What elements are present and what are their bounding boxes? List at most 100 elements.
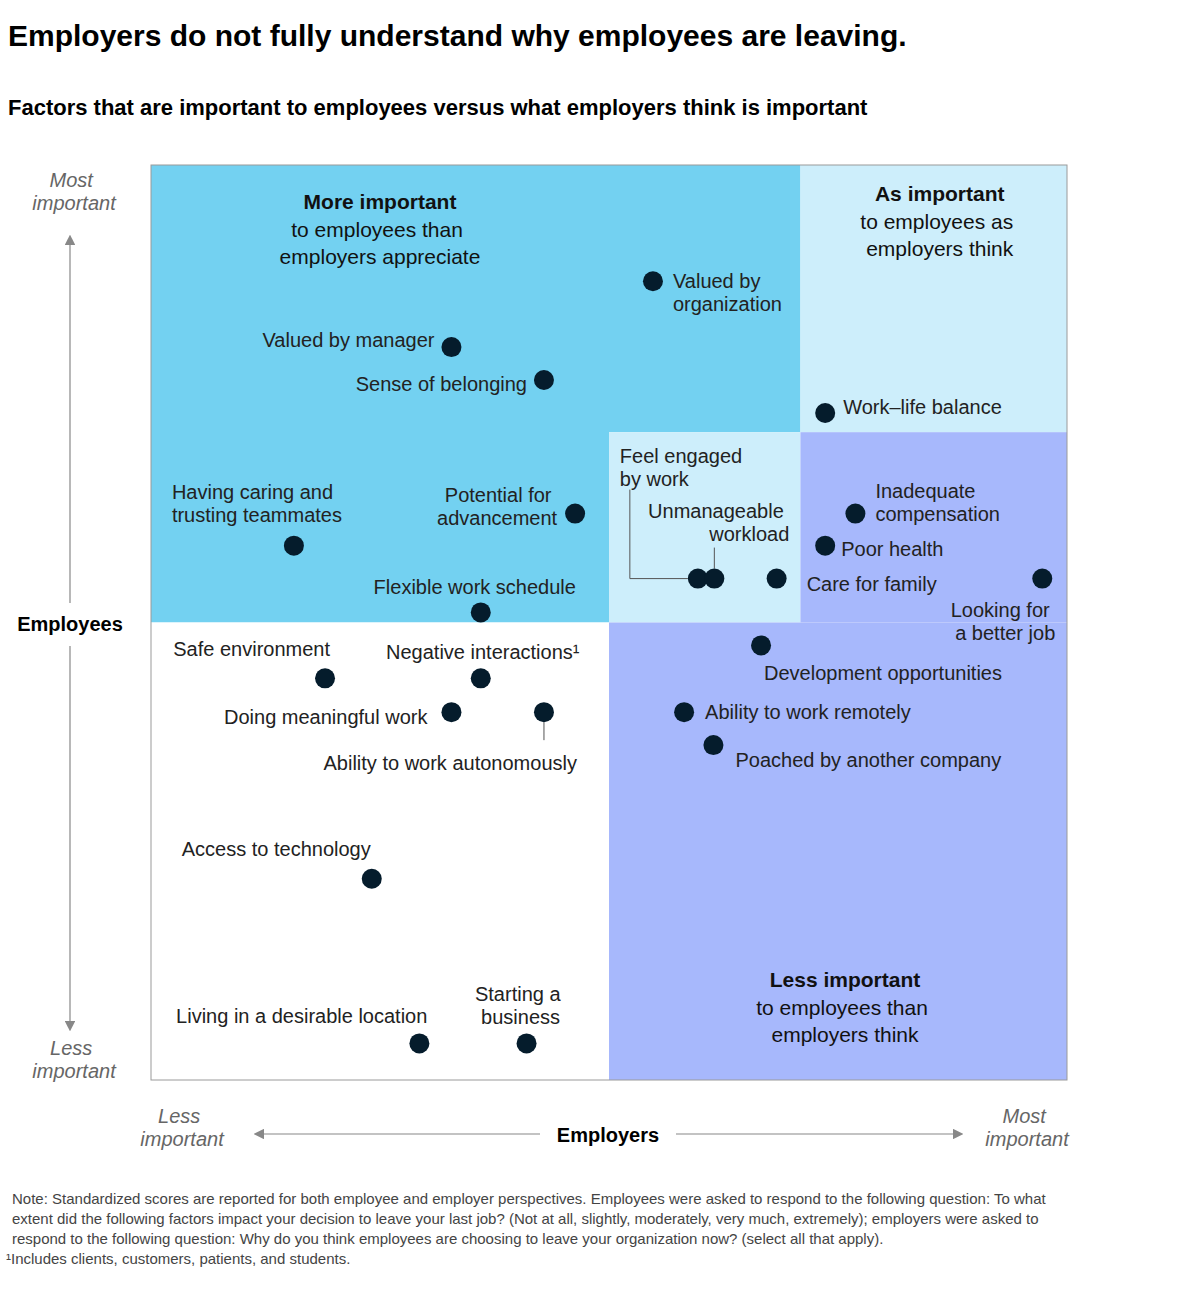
- point-label: Looking for a better job: [951, 599, 1056, 644]
- point: [767, 569, 787, 589]
- point-label: Sense of belonging: [356, 373, 527, 395]
- point-label: Valued by manager: [262, 329, 434, 351]
- point: [1032, 569, 1052, 589]
- point: [534, 370, 554, 390]
- axis-end-label: Most important: [32, 169, 117, 214]
- point-label: Starting a business: [475, 983, 566, 1028]
- point-label: Access to technology: [182, 838, 371, 860]
- point-label-line: Doing meaningful work: [224, 706, 428, 728]
- point: [362, 869, 382, 889]
- point-label-line: Ability to work remotely: [705, 701, 911, 723]
- zone: [151, 165, 609, 623]
- point: [471, 602, 491, 622]
- zone: [609, 623, 1067, 1081]
- zone: [151, 623, 609, 1081]
- point-label-line: a better job: [955, 622, 1055, 644]
- zone: [800, 165, 1067, 432]
- y-axis-title: Employees: [17, 613, 123, 635]
- zone-label-detail-line: to employees than: [756, 996, 933, 1019]
- point-label-line: Starting a: [475, 983, 566, 1005]
- zone-label-detail: to employees than employers appreciate: [280, 218, 481, 268]
- point-label-line: Care for family: [807, 573, 937, 595]
- point-label-line: Sense of belonging: [356, 373, 527, 395]
- axis-end-label: Less important: [140, 1105, 225, 1150]
- axis-labels: EmployeesEmployersMost importantLess imp…: [17, 169, 1070, 1150]
- point-label-line: organization: [673, 293, 782, 315]
- point: [751, 635, 771, 655]
- x-axis-title: Employers: [557, 1124, 659, 1146]
- point: [565, 504, 585, 524]
- note-line: respond to the following question: Why d…: [12, 1230, 883, 1247]
- point-label: Safe environment: [173, 638, 330, 660]
- zone: [609, 432, 800, 622]
- zone-label: As important: [875, 182, 1005, 205]
- point-labels: Valued by organization Valued by manager S…: [172, 270, 1055, 1028]
- zone-label-detail: to employees as employers think: [860, 210, 1019, 260]
- axis-end-label: Most important: [985, 1105, 1070, 1150]
- point-label: Unmanageable workload: [648, 500, 789, 545]
- point-label: Feel engaged by work: [620, 445, 748, 490]
- point-label-line: Looking for: [951, 599, 1056, 621]
- point-label-line: by work: [620, 468, 690, 490]
- zone-label-detail-line: to employees as: [860, 210, 1019, 233]
- point-label-line: Development opportunities: [764, 662, 1002, 684]
- point: [845, 504, 865, 524]
- zone-label-detail-line: employers think: [771, 1023, 919, 1046]
- note: Note: Standardized scores are reported f…: [12, 1190, 1050, 1247]
- point-label: Potential for advancement: [437, 484, 558, 529]
- point-label-line: Valued by: [673, 270, 766, 292]
- points: [284, 271, 1052, 1053]
- footnote: ¹Includes clients, customers, patients, …: [6, 1250, 350, 1267]
- point-label-line: Living in a desirable location: [176, 1005, 427, 1027]
- point-label-line: Unmanageable: [648, 500, 789, 522]
- zone: [609, 165, 800, 432]
- point: [284, 536, 304, 556]
- point-label-line: Inadequate: [875, 480, 981, 502]
- point: [815, 536, 835, 556]
- point-label: Inadequate compensation: [875, 480, 1000, 525]
- point-label: Valued by organization: [673, 270, 782, 315]
- point-label-line: Potential for: [445, 484, 557, 506]
- point-label: Poached by another company: [735, 749, 1001, 771]
- point-label: Doing meaningful work: [224, 706, 428, 728]
- zone-label-detail-line: employers think: [866, 237, 1014, 260]
- point-label: Development opportunities: [764, 662, 1002, 684]
- point-label-line: Access to technology: [182, 838, 371, 860]
- point: [517, 1033, 537, 1053]
- point-label-line: Having caring and: [172, 481, 339, 503]
- point-label-line: Feel engaged: [620, 445, 748, 467]
- zone-label-detail-line: employers appreciate: [280, 245, 481, 268]
- point-label: Care for family: [807, 573, 937, 595]
- zone-label: Less important: [770, 968, 921, 991]
- point: [471, 668, 491, 688]
- axis-arrow: [676, 1133, 958, 1134]
- point-label-line: advancement: [437, 507, 558, 529]
- axis-arrow: [69, 646, 70, 1026]
- axis-end-label-line: important: [32, 192, 117, 214]
- axis-end-label-line: important: [32, 1060, 117, 1082]
- zones: [151, 165, 1067, 1080]
- point-label-line: Poor health: [841, 538, 943, 560]
- point: [534, 702, 554, 722]
- leader-lines: [544, 490, 714, 741]
- point-label-line: Negative interactions¹: [386, 641, 580, 663]
- point-label-line: compensation: [875, 503, 1000, 525]
- axis-end-label-line: Less: [50, 1037, 98, 1059]
- note-line: Note: Standardized scores are reported f…: [12, 1190, 1050, 1207]
- point-label-line: Safe environment: [173, 638, 330, 660]
- point: [704, 569, 724, 589]
- point-label-line: Valued by manager: [262, 329, 434, 351]
- axis-end-label-line: Less: [158, 1105, 206, 1127]
- point: [703, 735, 723, 755]
- point-label: Having caring and trusting teammates: [172, 481, 342, 526]
- zone-labels: More importantto employees than employer…: [280, 182, 1019, 1046]
- axis-end-label-line: Most: [50, 169, 99, 191]
- axis-end-label-line: important: [140, 1128, 225, 1150]
- axis-arrow: [69, 240, 70, 603]
- point-label-line: trusting teammates: [172, 504, 342, 526]
- point-label: Living in a desirable location: [176, 1005, 427, 1027]
- point-label: Ability to work remotely: [705, 701, 911, 723]
- point-label: Poor health: [841, 538, 943, 560]
- title: Employers do not fully understand why em…: [8, 19, 907, 52]
- zone: [800, 432, 1067, 622]
